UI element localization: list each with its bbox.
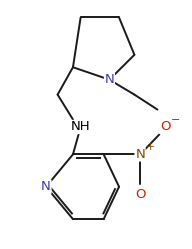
Text: N: N <box>135 148 145 161</box>
Text: O: O <box>160 121 170 133</box>
Text: N: N <box>41 180 51 193</box>
Text: +: + <box>146 142 155 152</box>
Text: −: − <box>171 115 180 124</box>
Text: NH: NH <box>71 121 90 133</box>
Text: O: O <box>135 188 145 201</box>
Text: N: N <box>105 73 114 86</box>
